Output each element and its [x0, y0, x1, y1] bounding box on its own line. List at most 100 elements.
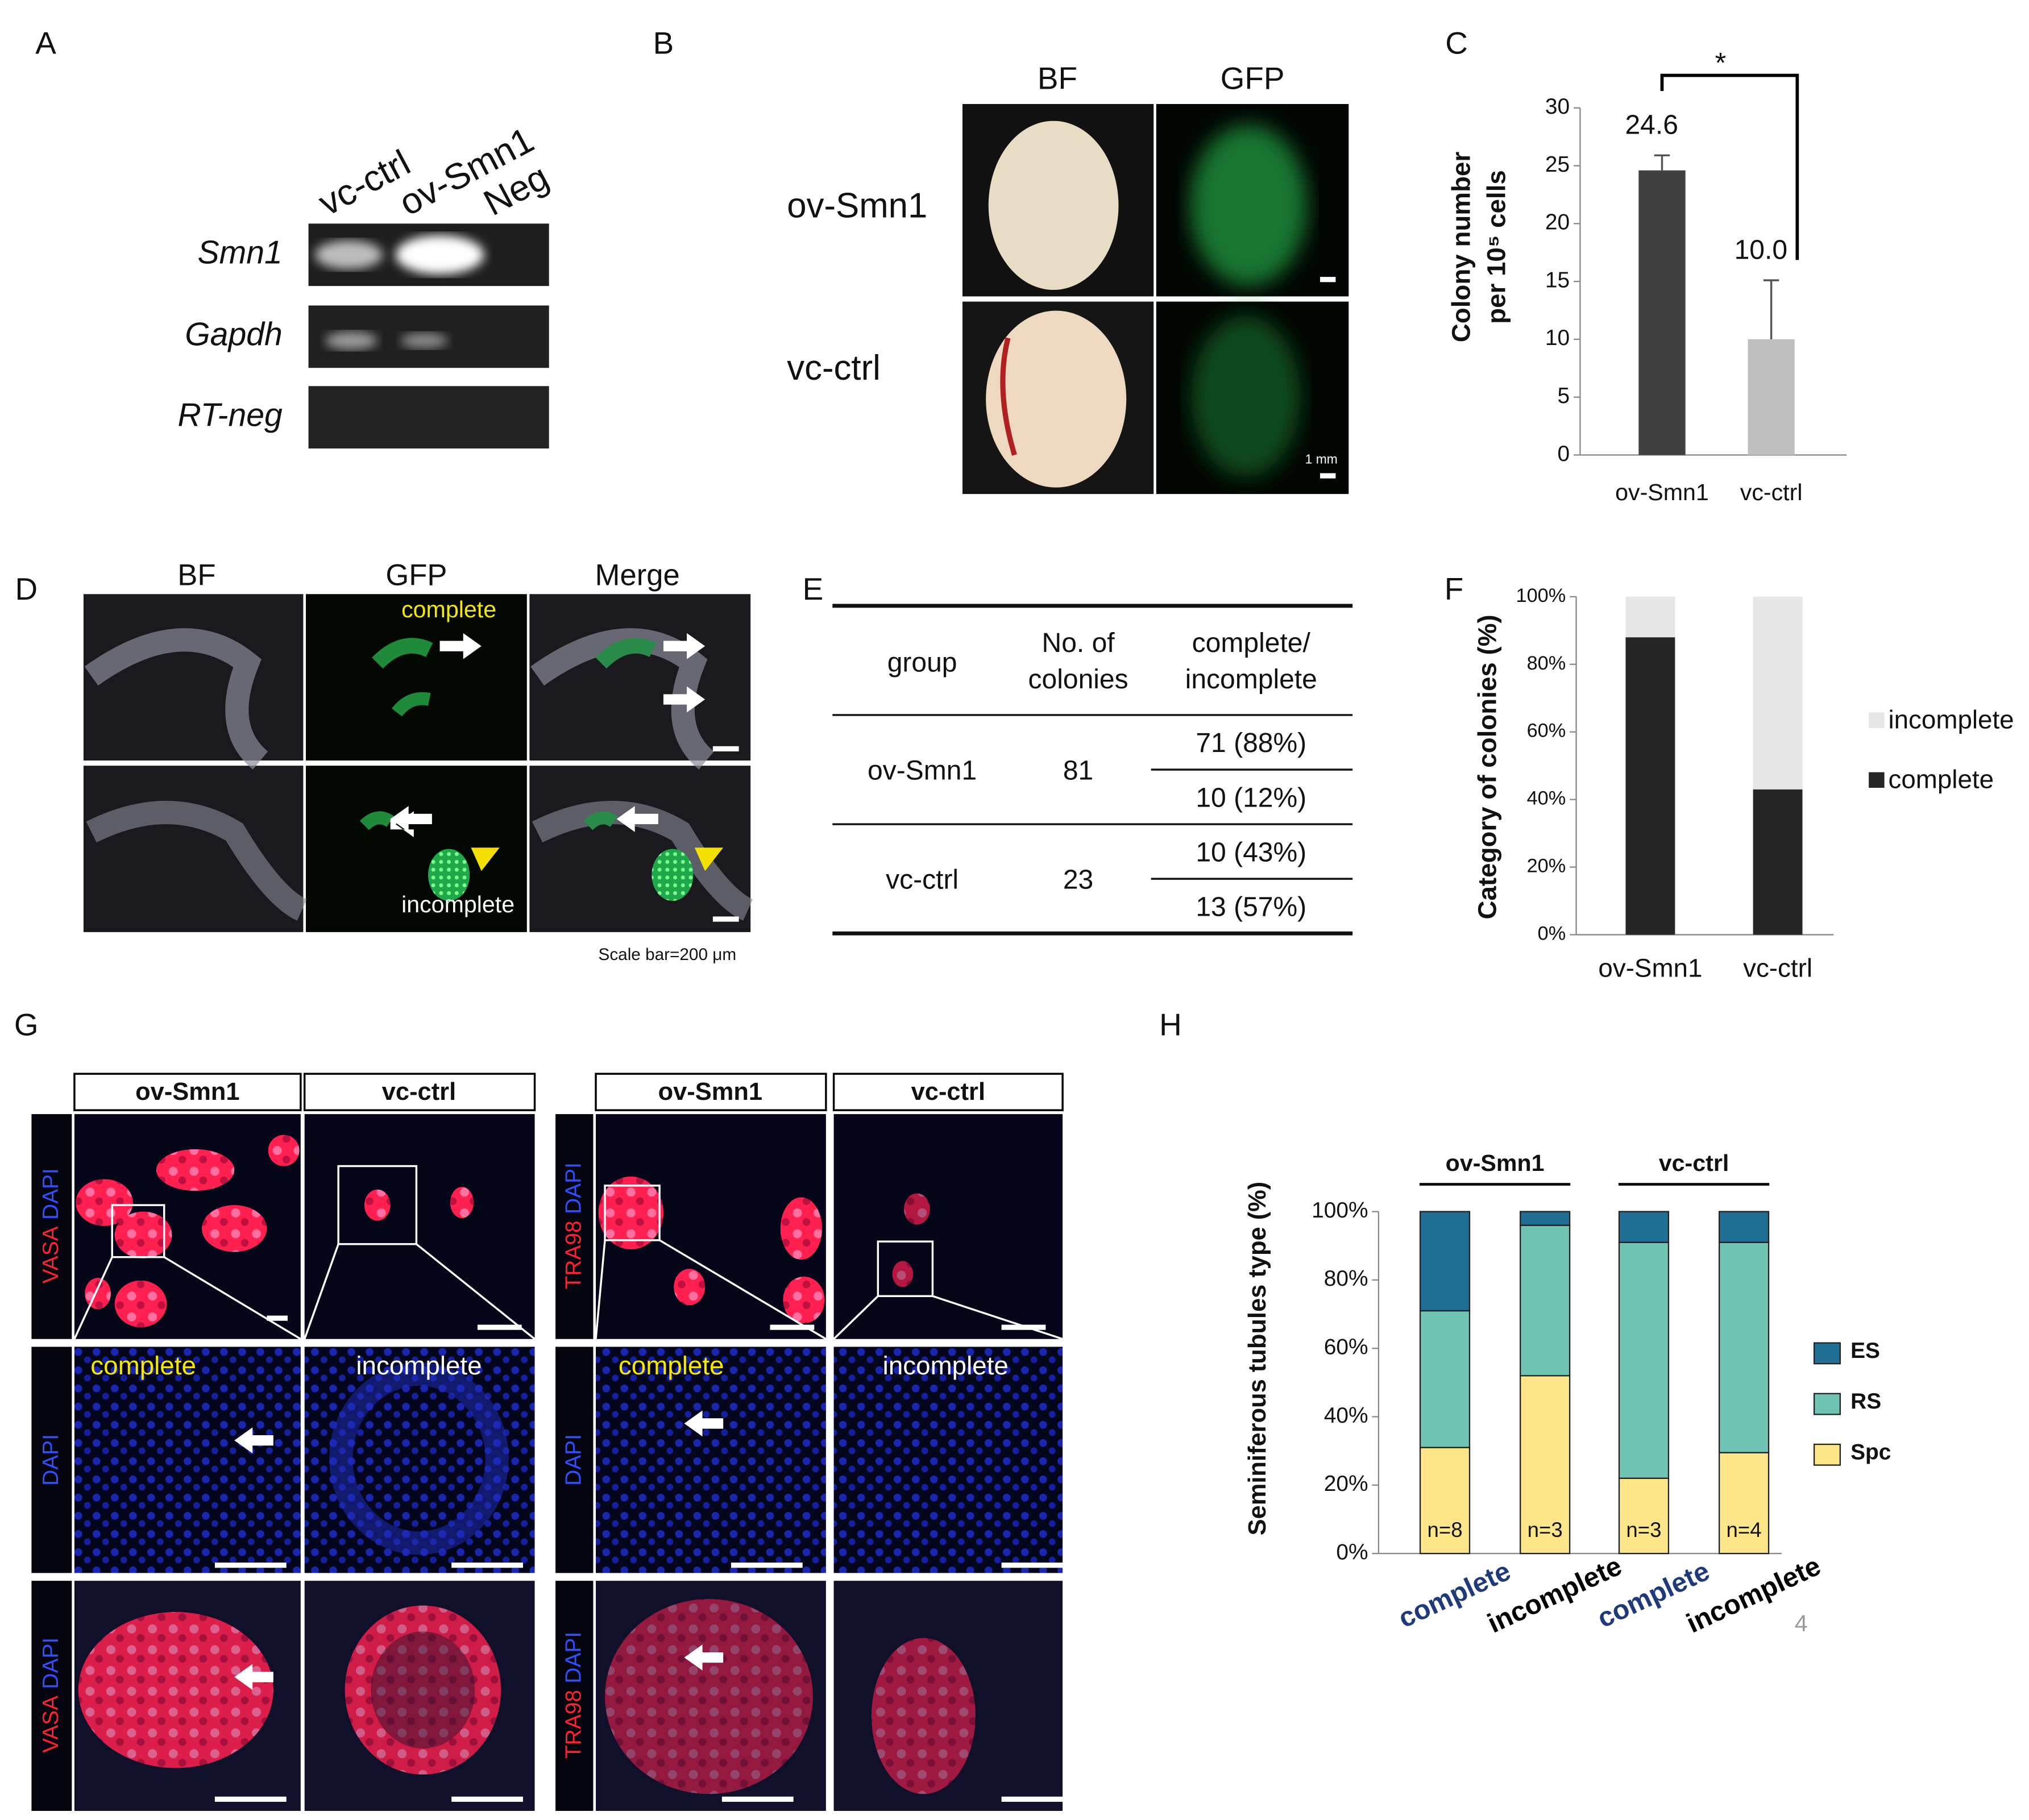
table-cell: vc-ctrl	[886, 865, 959, 895]
gene-label: Smn1	[198, 234, 283, 271]
y-tick-label: 20%	[1324, 1472, 1368, 1496]
bar-segment	[1520, 1211, 1571, 1226]
y-tick-label: 10	[1545, 326, 1570, 350]
significance-bracket	[1660, 73, 1799, 260]
y-axis-label: Seminiferous tubules type (%)	[1244, 1182, 1271, 1536]
sample-size: n=8	[1428, 1518, 1463, 1541]
y-tick-label: 100%	[1312, 1198, 1368, 1223]
stain-label: DAPI	[39, 1434, 63, 1486]
column-header: ov-Smn1	[658, 1078, 762, 1106]
stain-name: VASA	[39, 1696, 63, 1753]
bar-segment	[1618, 1241, 1670, 1479]
legend-swatch	[1813, 1342, 1841, 1365]
row-label: ov-Smn1	[787, 186, 927, 225]
legend-label: RS	[1850, 1389, 1881, 1414]
gene-label: RT-neg	[178, 397, 283, 433]
bar	[1638, 170, 1686, 455]
stain-name: TRA98	[562, 1690, 586, 1759]
y-axis-label: Colony number	[1447, 152, 1476, 343]
y-tick-label: 0%	[1336, 1540, 1368, 1564]
table-cell: 23	[1063, 865, 1093, 895]
y-tick-label: 80%	[1527, 653, 1566, 674]
stain-label: VASA DAPI	[39, 1168, 63, 1283]
bar-segment	[1618, 1211, 1670, 1243]
y-tick-label: 30	[1545, 94, 1570, 119]
panel-letter: F	[1445, 571, 1464, 606]
stain-label: VASA DAPI	[39, 1638, 63, 1753]
gel	[308, 223, 549, 449]
row-label: vc-ctrl	[787, 348, 881, 388]
kidney-photos	[962, 103, 1349, 495]
legend-label: ES	[1850, 1339, 1880, 1363]
legend-swatch	[1869, 772, 1885, 788]
colony-photos	[83, 594, 753, 932]
bar-segment	[1625, 596, 1675, 638]
stain-name: DAPI	[39, 1168, 63, 1220]
y-tick-label: 20	[1545, 210, 1570, 235]
y-tick-label: 100%	[1516, 585, 1566, 606]
panel-letter: D	[15, 571, 38, 606]
page-number: 4	[1795, 1610, 1808, 1636]
group-label: ov-Smn1	[1446, 1150, 1545, 1176]
legend-swatch	[1813, 1393, 1841, 1415]
column-label: BF	[1038, 60, 1077, 95]
gene-label: Gapdh	[185, 316, 283, 352]
tubule-label: incomplete	[883, 1351, 1009, 1380]
y-tick-label: 80%	[1324, 1266, 1368, 1291]
tubule-label: complete	[619, 1351, 724, 1380]
table-header: complete/	[1192, 628, 1311, 658]
panel-letter: E	[803, 571, 824, 606]
table-header: group	[887, 647, 957, 678]
stain-images	[31, 1073, 1073, 1811]
table-cell: 71 (88%)	[1196, 728, 1306, 758]
y-axis-label: Category of colonies (%)	[1472, 614, 1501, 919]
table-cell: 81	[1063, 755, 1093, 786]
table-header: colonies	[1028, 664, 1128, 695]
panel-letter: A	[35, 26, 56, 61]
bar-segment	[1753, 789, 1803, 935]
legend-label: incomplete	[1888, 705, 2014, 734]
column-label: BF	[177, 558, 215, 592]
stain-name: DAPI	[39, 1638, 63, 1689]
y-tick-label: 40%	[1324, 1403, 1368, 1428]
table-cell: ov-Smn1	[868, 755, 977, 786]
table-cell: 10 (12%)	[1196, 783, 1306, 813]
legend-label: complete	[1888, 765, 1994, 794]
tubule-label: incomplete	[356, 1351, 482, 1380]
y-tick-label: 40%	[1527, 788, 1566, 809]
bar-segment	[1520, 1375, 1571, 1555]
column-header: vc-ctrl	[382, 1078, 456, 1106]
stain-name: TRA98	[562, 1220, 586, 1289]
column-label: GFP	[385, 558, 447, 592]
y-axis-label: per 10⁵ cells	[1482, 170, 1511, 324]
bar-segment	[1520, 1224, 1571, 1377]
colony-label: incomplete	[401, 891, 514, 917]
sample-size: n=3	[1528, 1518, 1563, 1541]
y-tick-label: 0	[1557, 442, 1570, 466]
column-label: GFP	[1221, 60, 1285, 95]
panel-letter: C	[1445, 26, 1468, 61]
bar-segment	[1718, 1452, 1770, 1555]
table-header: No. of	[1042, 628, 1115, 658]
stain-name: DAPI	[562, 1162, 586, 1214]
charts: 0 5 10 15 20 25 30 24.6 ov-Smn1 10.0 vc-ctrl * Colon…	[1244, 47, 2014, 1639]
scale-note: Scale bar=200 μm	[599, 945, 737, 964]
value-label: 10.0	[1735, 235, 1787, 265]
sample-size: n=4	[1727, 1518, 1762, 1541]
panel-letter: B	[653, 26, 674, 61]
x-tick-label: ov-Smn1	[1615, 479, 1709, 505]
stain-name: DAPI	[39, 1434, 63, 1486]
legend-swatch	[1813, 1443, 1841, 1466]
colony-label: complete	[401, 596, 496, 622]
column-header: vc-ctrl	[911, 1078, 985, 1106]
y-tick-label: 60%	[1324, 1335, 1368, 1359]
value-label: 24.6	[1625, 110, 1678, 140]
stain-name: DAPI	[562, 1434, 586, 1486]
x-tick-label: vc-ctrl	[1743, 953, 1812, 982]
tubule-label: complete	[90, 1351, 196, 1380]
x-tick-label: ov-Smn1	[1598, 953, 1702, 982]
panel-letter: G	[14, 1007, 39, 1042]
stain-label: TRA98 DAPI	[562, 1632, 586, 1759]
